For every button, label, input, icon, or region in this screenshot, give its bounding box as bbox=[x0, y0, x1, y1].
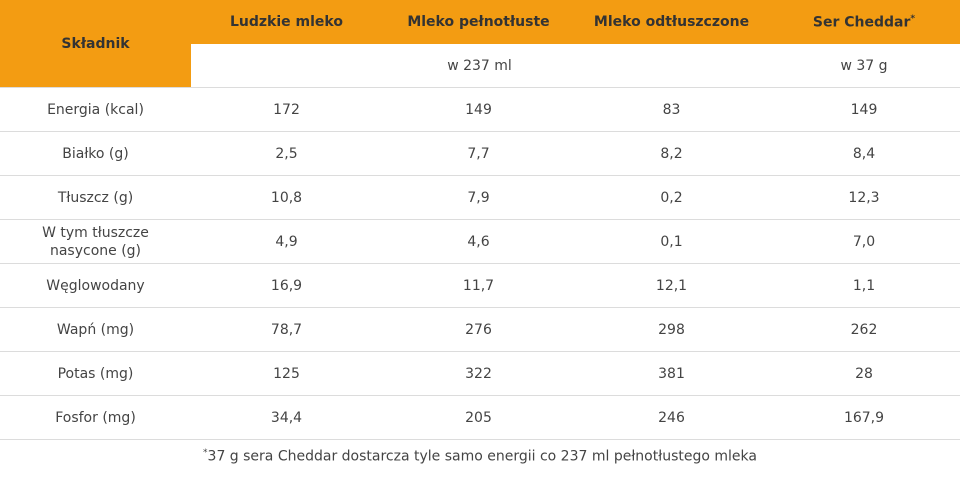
table-row: Tłuszcz (g) 10,8 7,9 0,2 12,3 bbox=[0, 175, 960, 220]
header-whole-milk: Mleko pełnotłuste bbox=[382, 0, 575, 44]
header-cheddar-label: Ser Cheddar bbox=[812, 14, 911, 31]
cell-human-milk: 125 bbox=[191, 351, 382, 396]
nutrition-table: Składnik Ludzkie mleko Mleko pełnotłuste… bbox=[0, 0, 960, 440]
row-label: Białko (g) bbox=[0, 131, 191, 176]
row-label: Fosfor (mg) bbox=[0, 395, 191, 440]
cell-skim-milk: 8,2 bbox=[575, 131, 768, 176]
cell-human-milk: 34,4 bbox=[191, 395, 382, 440]
table-row: Energia (kcal) 172 149 83 149 bbox=[0, 87, 960, 132]
cell-cheddar: 149 bbox=[768, 87, 960, 132]
cell-human-milk: 16,9 bbox=[191, 263, 382, 308]
cell-skim-milk: 0,1 bbox=[575, 219, 768, 264]
header-human-milk: Ludzkie mleko bbox=[191, 0, 382, 44]
row-label-line1: W tym tłuszcze bbox=[42, 224, 149, 241]
cell-human-milk: 172 bbox=[191, 87, 382, 132]
cell-whole-milk: 205 bbox=[382, 395, 575, 440]
header-ingredient: Składnik bbox=[0, 0, 191, 88]
cell-skim-milk: 246 bbox=[575, 395, 768, 440]
row-label: Wapń (mg) bbox=[0, 307, 191, 352]
cell-whole-milk: 7,7 bbox=[382, 131, 575, 176]
cell-cheddar: 167,9 bbox=[768, 395, 960, 440]
cell-cheddar: 28 bbox=[768, 351, 960, 396]
row-label: Węglowodany bbox=[0, 263, 191, 308]
cell-skim-milk: 83 bbox=[575, 87, 768, 132]
cell-skim-milk: 12,1 bbox=[575, 263, 768, 308]
cell-human-milk: 10,8 bbox=[191, 175, 382, 220]
cell-whole-milk: 149 bbox=[382, 87, 575, 132]
cell-cheddar: 7,0 bbox=[768, 219, 960, 264]
row-label: Tłuszcz (g) bbox=[0, 175, 191, 220]
header-skim-milk: Mleko odtłuszczone bbox=[575, 0, 768, 44]
footnote: *37 g sera Cheddar dostarcza tyle samo e… bbox=[0, 448, 960, 465]
cell-skim-milk: 0,2 bbox=[575, 175, 768, 220]
cell-whole-milk: 276 bbox=[382, 307, 575, 352]
table-row: Fosfor (mg) 34,4 205 246 167,9 bbox=[0, 395, 960, 440]
cell-skim-milk: 381 bbox=[575, 351, 768, 396]
table-row: W tym tłuszcze nasycone (g) 4,9 4,6 0,1 7… bbox=[0, 219, 960, 264]
row-label: Energia (kcal) bbox=[0, 87, 191, 132]
cell-cheddar: 1,1 bbox=[768, 263, 960, 308]
cell-cheddar: 262 bbox=[768, 307, 960, 352]
cell-human-milk: 2,5 bbox=[191, 131, 382, 176]
footnote-text: 37 g sera Cheddar dostarcza tyle samo en… bbox=[207, 448, 757, 465]
header-row: Składnik Ludzkie mleko Mleko pełnotłuste… bbox=[0, 0, 960, 88]
cell-whole-milk: 11,7 bbox=[382, 263, 575, 308]
row-label: Potas (mg) bbox=[0, 351, 191, 396]
cell-whole-milk: 4,6 bbox=[382, 219, 575, 264]
cell-skim-milk: 298 bbox=[575, 307, 768, 352]
unit-cheese: w 37 g bbox=[768, 44, 960, 88]
unit-milk: w 237 ml bbox=[191, 44, 768, 88]
cell-whole-milk: 7,9 bbox=[382, 175, 575, 220]
footnote-mark: * bbox=[203, 448, 208, 458]
table-row: Potas (mg) 125 322 381 28 bbox=[0, 351, 960, 396]
table-row: Białko (g) 2,5 7,7 8,2 8,4 bbox=[0, 131, 960, 176]
table-row: Wapń (mg) 78,7 276 298 262 bbox=[0, 307, 960, 352]
cell-whole-milk: 322 bbox=[382, 351, 575, 396]
row-label-line2: nasycone (g) bbox=[49, 242, 142, 259]
header-cheddar: Ser Cheddar* bbox=[768, 0, 960, 44]
table-row: Węglowodany 16,9 11,7 12,1 1,1 bbox=[0, 263, 960, 308]
row-label: W tym tłuszcze nasycone (g) bbox=[0, 219, 191, 264]
header-cheddar-mark: * bbox=[910, 13, 916, 24]
cell-cheddar: 12,3 bbox=[768, 175, 960, 220]
cell-cheddar: 8,4 bbox=[768, 131, 960, 176]
cell-human-milk: 4,9 bbox=[191, 219, 382, 264]
cell-human-milk: 78,7 bbox=[191, 307, 382, 352]
